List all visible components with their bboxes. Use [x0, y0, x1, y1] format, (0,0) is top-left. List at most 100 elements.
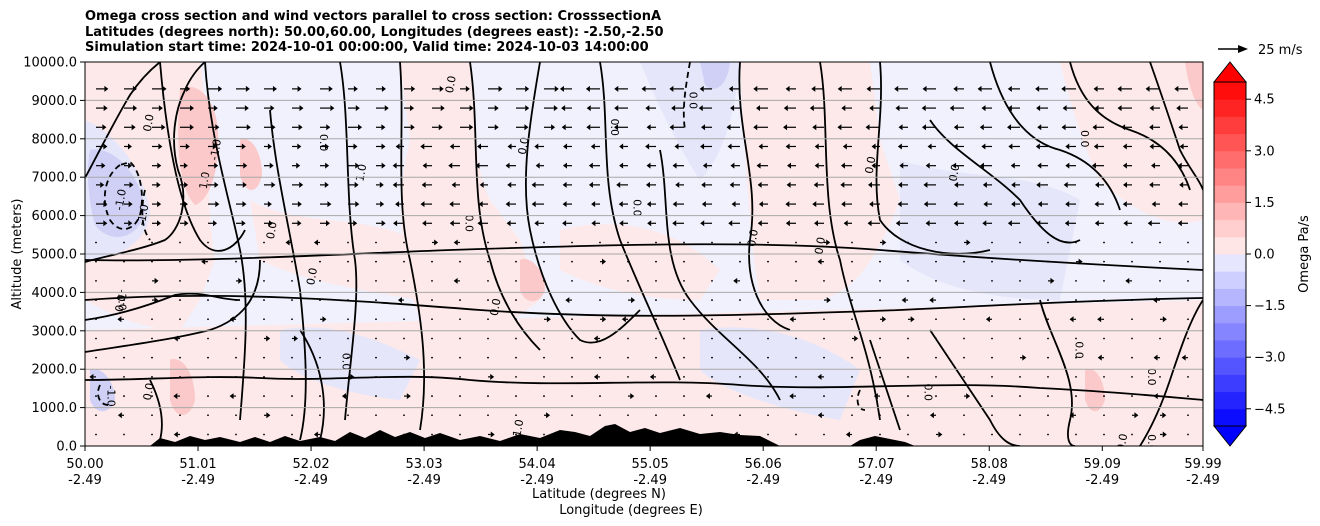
wind-vector: [1123, 220, 1132, 227]
wind-vector: [756, 162, 768, 169]
wind-vector: [627, 356, 629, 359]
wind-vector: [123, 356, 125, 359]
wind-vector: [152, 220, 162, 227]
contour-line: [599, 62, 681, 381]
wind-vector: [207, 375, 209, 378]
wind-vector: [319, 414, 321, 417]
wind-vector: [1159, 241, 1161, 244]
wind-vector: [879, 433, 881, 436]
wind-vector: [869, 201, 880, 208]
wind-vector: [1007, 85, 1020, 92]
wind-vector: [173, 393, 180, 400]
wind-vector: [320, 124, 331, 131]
wind-vector: [403, 414, 405, 417]
wind-vector: [711, 260, 713, 263]
x-tick-label-lat: 57.07: [858, 457, 895, 472]
colorbar-segment: [1214, 219, 1246, 238]
strong-positive-region: [178, 86, 219, 205]
wind-vector: [459, 318, 461, 321]
wind-vector: [263, 433, 265, 436]
wind-vector: [1061, 85, 1076, 92]
strong-negative-region: [700, 62, 730, 89]
wind-vector: [348, 373, 355, 380]
wind-vector: [235, 337, 237, 340]
wind-vector: [672, 220, 684, 227]
wind-vector: [795, 337, 797, 340]
contour-line: [1149, 62, 1203, 191]
wind-vector: [320, 105, 335, 112]
wind-vector: [897, 201, 908, 208]
wind-vector: [420, 201, 432, 208]
wind-vector: [1117, 85, 1132, 92]
colorbar-segment: [1214, 357, 1246, 375]
wind-vector: [151, 318, 153, 321]
wind-vector: [152, 277, 159, 284]
wind-vector: [404, 105, 415, 112]
wind-vector: [767, 337, 769, 340]
wind-vector: [655, 260, 657, 263]
wind-vector: [1160, 316, 1167, 323]
wind-vector: [1047, 260, 1049, 263]
wind-vector: [292, 162, 301, 169]
wind-vector: [824, 239, 831, 246]
wind-vector: [543, 375, 545, 378]
wind-vector: [397, 297, 404, 304]
wind-vector: [1047, 299, 1049, 301]
wind-vector: [865, 124, 880, 131]
wind-vector: [341, 393, 348, 400]
negative-contour-line: [103, 161, 143, 230]
contour-label: 0.0: [113, 294, 129, 313]
wind-vector: [619, 143, 628, 150]
wind-vector: [488, 85, 503, 92]
wind-vector: [841, 201, 852, 208]
wind-vector: [292, 143, 302, 150]
wind-vector: [1160, 431, 1167, 438]
negative-contour-line: [97, 384, 109, 406]
wind-vector: [476, 143, 488, 150]
colorbar-tick-label: −3.0: [1254, 351, 1286, 366]
wind-vector: [95, 395, 97, 397]
wind-vector: [711, 356, 713, 359]
wind-vector: [404, 393, 411, 400]
wind-vector: [264, 181, 276, 188]
x-tick-label-lon: -2.49: [859, 473, 893, 488]
wind-vector: [403, 241, 405, 244]
wind-vector: [908, 316, 915, 323]
wind-vector: [488, 431, 495, 438]
wind-vector: [757, 220, 768, 227]
wind-vector: [907, 375, 909, 378]
wind-vector: [1065, 162, 1076, 169]
wind-vector: [263, 318, 265, 321]
wind-vector: [842, 143, 852, 150]
wind-vector: [627, 337, 629, 340]
wind-vector: [459, 414, 461, 417]
wind-vector: [375, 299, 377, 301]
wind-vector: [459, 395, 461, 397]
wind-vector: [593, 335, 600, 342]
wind-vector: [1075, 395, 1077, 397]
wind-vector: [1176, 105, 1188, 112]
wind-vector: [264, 85, 277, 92]
wind-vector: [1094, 220, 1104, 227]
wind-vector: [448, 162, 460, 169]
wind-vector: [1020, 354, 1027, 361]
wind-vector: [449, 220, 460, 227]
wind-vector: [236, 162, 248, 169]
wind-vector: [963, 318, 965, 321]
wind-vector: [953, 143, 964, 150]
wind-vector: [880, 239, 887, 246]
wind-vector: [1131, 395, 1133, 397]
y-tick-label: 8000.0: [32, 132, 78, 147]
contour-label: 0.0: [1072, 341, 1085, 359]
wind-vector: [1075, 375, 1077, 378]
wind-vector: [963, 260, 965, 263]
colorbar-segment: [1214, 305, 1246, 324]
wind-vector: [1131, 318, 1133, 321]
wind-vector: [949, 105, 964, 112]
title-line-2: Latitudes (degrees north): 50.00,60.00, …: [85, 24, 664, 40]
wind-vector: [403, 260, 405, 263]
wind-vector: [95, 433, 97, 436]
wind-vector: [1007, 105, 1020, 112]
wind-vector: [375, 241, 377, 244]
